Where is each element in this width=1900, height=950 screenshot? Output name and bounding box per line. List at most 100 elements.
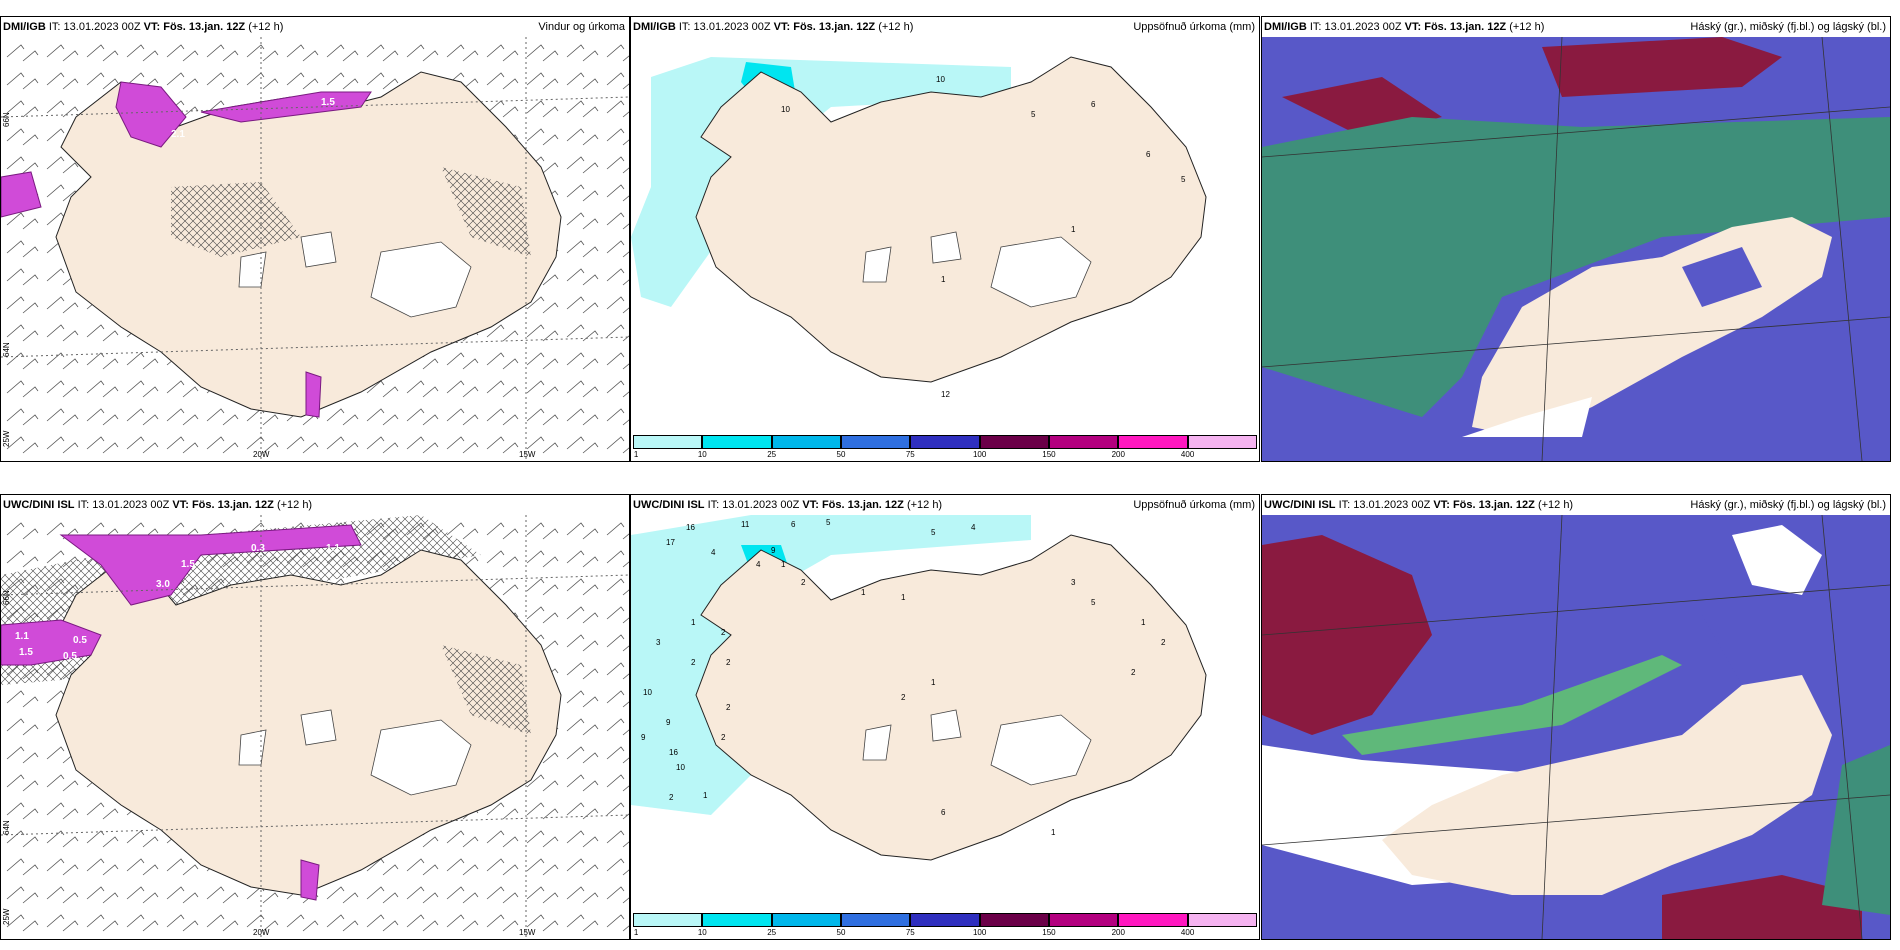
colorbar-tick: 100	[972, 928, 987, 937]
low-cloud-area	[1662, 875, 1862, 939]
precip-value: 17	[666, 538, 675, 547]
hatched-precip	[171, 182, 301, 257]
precip-value: 1	[1051, 828, 1056, 837]
map-svg: 3.0 1.5 1.1 1.5 0.5 0.5 0.3 1.1 20W 15W …	[1, 515, 629, 939]
high-cloud-area	[1822, 745, 1890, 915]
glacier	[930, 709, 962, 742]
init-time: 13.01.2023 00Z	[1353, 499, 1431, 511]
map-clouds	[1262, 37, 1890, 461]
map-svg	[1262, 37, 1890, 461]
valid-time: Fös. 13.jan. 12Z	[191, 499, 274, 511]
grid-line	[1821, 37, 1863, 461]
rate-label: 0.3	[251, 543, 265, 554]
colorbar-swatch	[1187, 435, 1257, 449]
colorbar-tick: 400	[1180, 928, 1195, 937]
colorbar: 1 10 25 50 75 100 150 200 400	[633, 913, 1257, 937]
colorbar-tick: 10	[697, 450, 707, 459]
colorbar-tick: 75	[905, 928, 915, 937]
colorbar-tick: 75	[905, 450, 915, 459]
colorbar-swatch	[1118, 435, 1188, 449]
model-name: DMI/IGB	[633, 21, 676, 33]
precip-value: 6	[941, 808, 946, 817]
iceland-land	[1382, 675, 1832, 895]
high-cloud-streak	[1342, 655, 1682, 755]
precip-value: 10	[936, 75, 945, 84]
grid-line	[1541, 515, 1563, 939]
precip-rate-area	[305, 371, 322, 418]
map-svg: 2.1 1.5 20W 15W 66N 64N 25W	[1, 37, 629, 461]
colorbar-swatch	[979, 913, 1049, 927]
precip-value: 1	[861, 588, 866, 597]
glacier	[862, 724, 892, 761]
colorbar-swatch	[840, 435, 911, 449]
panel-title: Háský (gr.), miðský (fj.bl.) og lágský (…	[1690, 499, 1886, 511]
precip-value: 1	[703, 791, 708, 800]
precip-value: 4	[971, 523, 976, 532]
map-svg	[1262, 515, 1890, 939]
precip-value: 6	[791, 520, 796, 529]
colorbar-tick: 200	[1111, 450, 1125, 459]
lead-time: (+12 h)	[248, 21, 284, 33]
colorbar-tick: 25	[767, 928, 777, 937]
panel-clouds-uwc: UWC/DINI ISL IT: 13.01.2023 00Z VT: Fös.…	[1261, 494, 1891, 940]
panel-header: DMI/IGB IT: 13.01.2023 00Z VT: Fös. 13.j…	[631, 17, 1259, 37]
precip-rate-area	[300, 859, 320, 901]
precip-value: 12	[941, 390, 950, 399]
precip-value: 9	[666, 718, 671, 727]
precip-value: 10	[781, 105, 790, 114]
precip-value: 2	[726, 658, 731, 667]
mid-cloud-patch	[1682, 247, 1762, 307]
panel-wind-precip-uwc: UWC/DINI ISL IT: 13.01.2023 00Z VT: Fös.…	[0, 494, 630, 940]
precip-value: 1	[691, 618, 696, 627]
grid-line	[1262, 316, 1890, 368]
colorbar-tick: 1	[633, 928, 639, 937]
hatched-precip	[441, 645, 531, 735]
valid-time: Fös. 13.jan. 12Z	[821, 499, 904, 511]
precip-value: 2	[669, 793, 674, 802]
precip-value: 6	[1091, 100, 1096, 109]
precip-value: 1	[931, 678, 936, 687]
colorbar: 1 10 25 50 75 100 150 200 400	[633, 435, 1257, 459]
lon-label: 15W	[519, 450, 536, 459]
precip-value: 2	[901, 693, 906, 702]
precip-value: 1	[901, 593, 906, 602]
model-name: UWC/DINI ISL	[633, 499, 705, 511]
precip-value: 10	[676, 763, 685, 772]
clear-sky	[1462, 397, 1592, 437]
lead-time: (+12 h)	[276, 499, 313, 511]
colorbar-tick: 25	[767, 450, 777, 459]
lon-label: 15W	[519, 928, 536, 937]
colorbar-swatch	[771, 435, 841, 449]
precip-value: 1	[781, 560, 786, 569]
precip-rate-area	[59, 524, 362, 606]
rate-label: 1.5	[181, 559, 195, 570]
init-time: 13.01.2023 00Z	[722, 499, 800, 511]
grid-line	[1262, 584, 1890, 636]
lat-label: 64N	[2, 820, 11, 835]
panel-clouds-dmi: DMI/IGB IT: 13.01.2023 00Z VT: Fös. 13.j…	[1261, 16, 1891, 462]
panel-header: UWC/DINI ISL IT: 13.01.2023 00Z VT: Fös.…	[1262, 495, 1890, 515]
precip-value: 4	[756, 560, 761, 569]
glacier	[990, 714, 1092, 786]
map-wind-precip: 3.0 1.5 1.1 1.5 0.5 0.5 0.3 1.1 20W 15W …	[1, 515, 629, 939]
panel-title: Vindur og úrkoma	[538, 21, 625, 33]
rate-label: 0.5	[73, 635, 87, 646]
valid-time: Fös. 13.jan. 12Z	[1424, 21, 1507, 33]
high-cloud-area	[1262, 117, 1890, 417]
colorbar-tick: 10	[697, 928, 707, 937]
panel-wind-precip-dmi: DMI/IGB IT: 13.01.2023 00Z VT: Fös. 13.j…	[0, 16, 630, 462]
colorbar-tick: 400	[1180, 450, 1195, 459]
lead-time: (+12 h)	[906, 499, 943, 511]
colorbar-tick: 200	[1111, 928, 1125, 937]
model-name: UWC/DINI ISL	[1264, 499, 1336, 511]
mid-cloud-patch	[1702, 605, 1802, 685]
glacier	[370, 719, 472, 796]
precip-rate-area	[200, 91, 372, 123]
rate-label: 1.1	[326, 543, 340, 554]
panel-title: Uppsöfnuð úrkoma (mm)	[1133, 21, 1255, 33]
colorbar-tick: 100	[972, 450, 987, 459]
init-time: 13.01.2023 00Z	[63, 21, 141, 33]
lon-left-label: 25W	[2, 908, 11, 925]
glacier	[370, 241, 472, 318]
precip-value: 5	[931, 528, 936, 537]
